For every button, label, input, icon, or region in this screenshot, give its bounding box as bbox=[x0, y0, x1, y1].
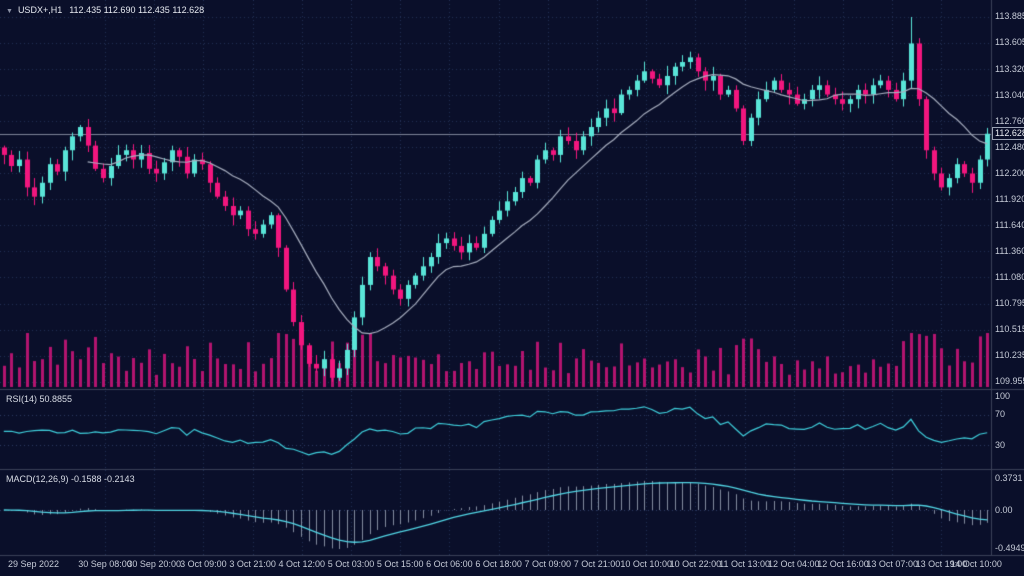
rsi-indicator-label: RSI(14) 50.8855 bbox=[6, 394, 73, 404]
ohlc-values: 112.435 112.690 112.435 112.628 bbox=[69, 5, 205, 15]
rsi-level-label: 30 bbox=[995, 439, 1006, 450]
price-axis-label: 109.955 bbox=[995, 376, 1024, 387]
price-axis-label: 110.235 bbox=[995, 350, 1024, 361]
time-axis-label: 3 Oct 09:00 bbox=[180, 559, 227, 569]
time-axis-label: 12 Oct 04:00 bbox=[768, 559, 820, 569]
rsi-level-label: 100 bbox=[995, 391, 1011, 401]
price-axis-label: 110.515 bbox=[995, 324, 1024, 335]
price-axis-label: 113.040 bbox=[995, 89, 1024, 100]
time-axis-label: 6 Oct 06:00 bbox=[426, 559, 473, 569]
time-axis-label: 5 Oct 15:00 bbox=[376, 559, 424, 569]
price-axis-label: 112.480 bbox=[995, 141, 1024, 152]
time-axis-label: 6 Oct 18:00 bbox=[475, 559, 522, 569]
symbol-dropdown-icon[interactable]: ▼ bbox=[6, 8, 13, 15]
price-axis[interactable]: 113.885 113.605 113.320 113.040 112.760 112.4… bbox=[992, 0, 1024, 556]
macd-level-label: 0.3731 bbox=[995, 473, 1023, 483]
time-axis-label: 14 Oct 10:00 bbox=[950, 559, 1002, 569]
price-axis-label: 113.885 bbox=[995, 11, 1024, 22]
current-price-tag: 112.628 bbox=[992, 127, 1024, 141]
time-axis-label: 7 Oct 09:00 bbox=[524, 559, 572, 569]
price-axis-label: 113.605 bbox=[995, 37, 1024, 48]
macd-level-label: 0.00 bbox=[995, 504, 1013, 515]
time-axis-label: 11 Oct 13:00 bbox=[719, 559, 771, 569]
time-axis-label: 12 Oct 16:00 bbox=[817, 559, 869, 569]
price-axis-label: 112.200 bbox=[995, 167, 1024, 178]
time-axis-label: 4 Oct 12:00 bbox=[278, 559, 326, 569]
symbol-timeframe: USDX+,H1 bbox=[17, 5, 63, 15]
price-axis-label: 111.920 bbox=[995, 193, 1024, 204]
time-axis-label: 5 Oct 03:00 bbox=[327, 559, 375, 569]
time-axis-label: 13 Oct 07:00 bbox=[866, 559, 918, 569]
rsi-level-label: 70 bbox=[995, 409, 1006, 420]
chart-legend: ▼ USDX+,H1 112.435 112.690 112.435 112.628 bbox=[6, 5, 204, 15]
price-axis-label: 110.795 bbox=[995, 298, 1024, 309]
macd-level-label: -0.4949 bbox=[995, 543, 1024, 553]
price-axis-label: 112.760 bbox=[995, 115, 1024, 126]
time-axis-label: 13 Oct 19:00 bbox=[915, 559, 968, 569]
time-axis-label: 29 Sep 2022 bbox=[8, 559, 60, 569]
time-axis-label: 10 Oct 10:00 bbox=[620, 559, 672, 569]
price-axis-label: 113.320 bbox=[995, 63, 1024, 74]
time-axis-label: 10 Oct 22:00 bbox=[669, 559, 722, 569]
time-axis-label: 7 Oct 21:00 bbox=[573, 559, 621, 569]
time-axis-label: 30 Sep 08:00 bbox=[78, 559, 132, 569]
time-axis-label: 3 Oct 21:00 bbox=[229, 559, 276, 569]
macd-indicator-label: MACD(12,26,9) -0.1588 -0.2143 bbox=[6, 474, 135, 484]
price-axis-label: 111.640 bbox=[995, 219, 1024, 230]
price-axis-label: 111.080 bbox=[995, 271, 1024, 282]
price-axis-label: 111.360 bbox=[995, 245, 1024, 256]
time-axis[interactable]: 29 Sep 2022 30 Sep 08:00 30 Sep 20:00 3 Oct… bbox=[0, 558, 1024, 576]
current-price-value: 112.628 bbox=[995, 128, 1024, 139]
time-axis-label: 30 Sep 20:00 bbox=[127, 559, 181, 569]
